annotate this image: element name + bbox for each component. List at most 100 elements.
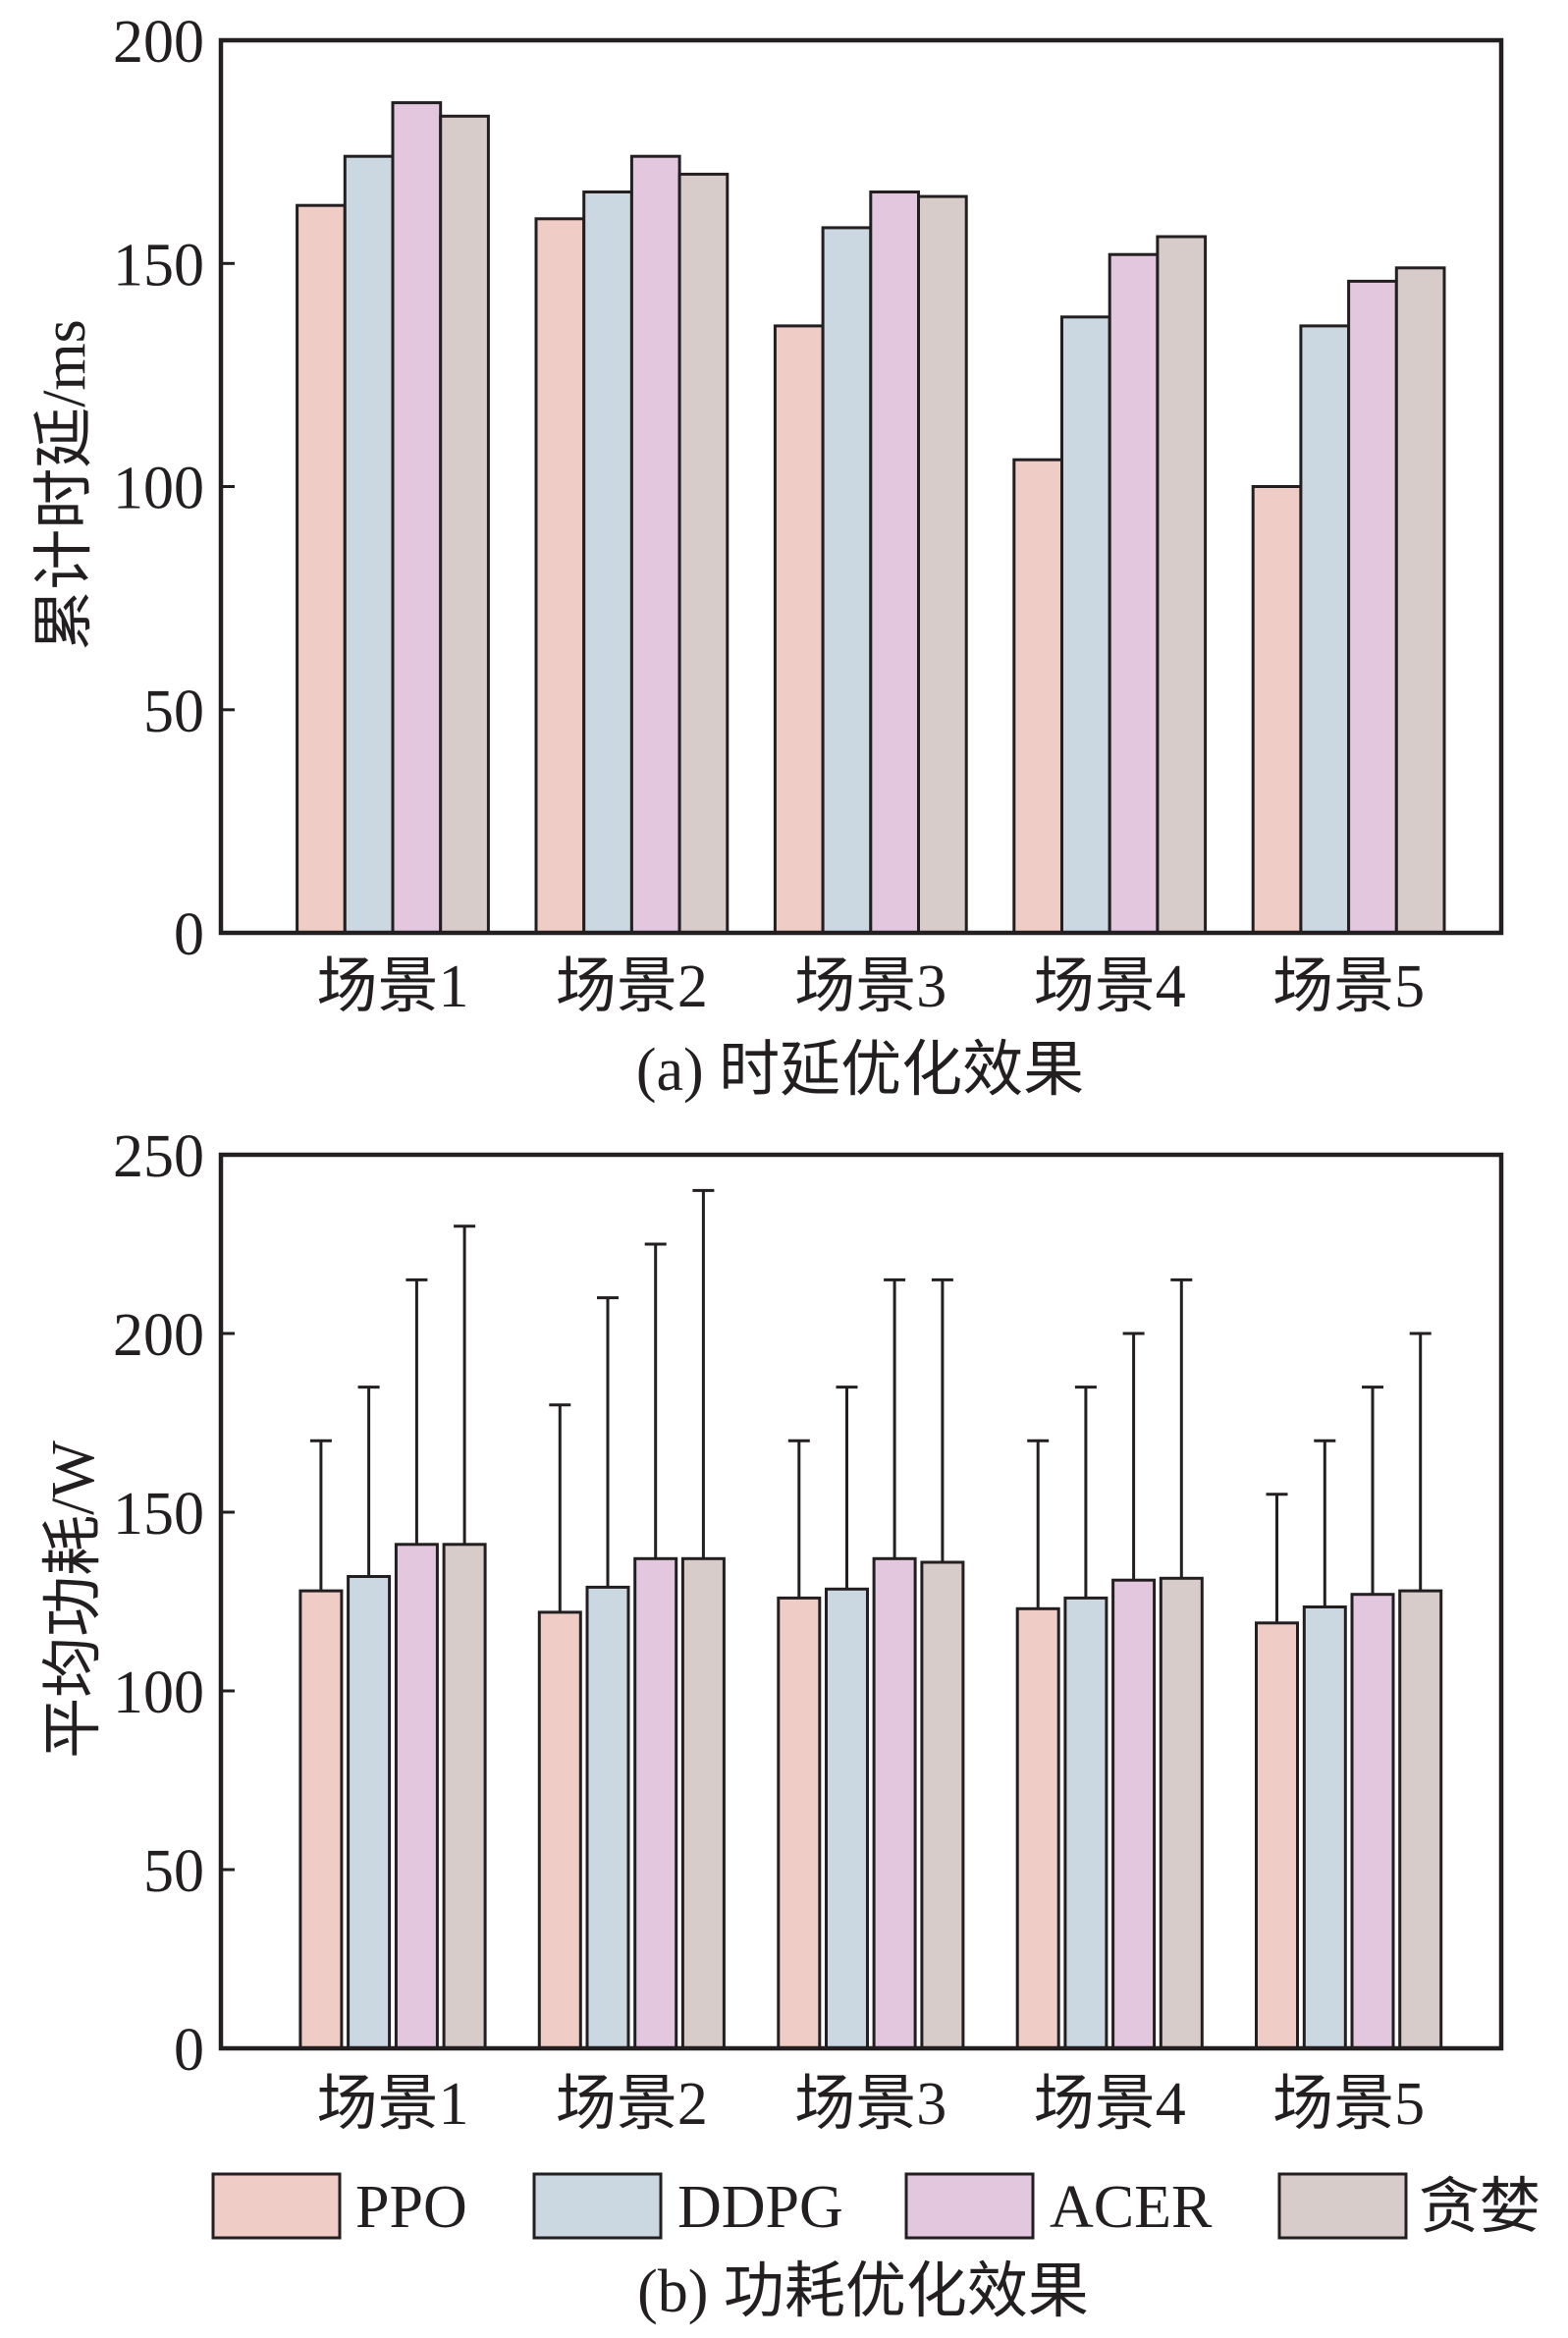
panel-a-bar-acer-scene-5 bbox=[1347, 279, 1398, 935]
panel-a-bar-acer-scene-4 bbox=[1108, 252, 1160, 935]
panel-b-error-bar-ddpg-scene-5 bbox=[1314, 1439, 1336, 1607]
legend-label-greedy: 贪婪 bbox=[1419, 2174, 1541, 2241]
panel-b-error-bar-ppo-scene-2 bbox=[549, 1403, 571, 1612]
panel-b-x-axis: 场景1 场景2 场景3 场景4 场景5 bbox=[316, 2071, 1425, 2138]
panel-b-axes-frame bbox=[218, 1152, 1504, 2051]
panel-b-bar-acer-scene-1 bbox=[394, 1543, 439, 2050]
panel-b-bar-greedy-scene-3 bbox=[920, 1560, 965, 2050]
panel-a-bar-ddpg-scene-5 bbox=[1299, 324, 1351, 935]
legend-swatch-ppo bbox=[211, 2172, 342, 2240]
panel-b-error-bar-acer-scene-5 bbox=[1362, 1386, 1383, 1595]
panel-b-bar-ppo-scene-5 bbox=[1255, 1621, 1299, 2050]
panel-b-bar-ddpg-scene-1 bbox=[347, 1575, 392, 2050]
panel-a-bar-greedy-scene-3 bbox=[917, 194, 968, 935]
panel-b-error-bar-greedy-scene-1 bbox=[454, 1224, 476, 1545]
panel-b-x-tick-label-scene-1: 场景1 bbox=[316, 2071, 468, 2138]
panel-a-y-tick-label: 200 bbox=[113, 9, 204, 76]
panel-b-y-tick-label: 50 bbox=[143, 1838, 204, 1905]
panel-b-bar-ppo-scene-3 bbox=[777, 1596, 822, 2050]
panel-a-x-axis: 场景1 场景2 场景3 场景4 场景5 bbox=[316, 953, 1425, 1020]
panel-b-error-bar-acer-scene-4 bbox=[1122, 1332, 1145, 1581]
panel-a-bar-acer-scene-1 bbox=[391, 101, 443, 935]
legend-label-ppo: PPO bbox=[355, 2174, 467, 2241]
panel-a-bar-acer-scene-3 bbox=[869, 190, 920, 935]
panel-a-x-tick-label-scene-5: 场景5 bbox=[1272, 953, 1425, 1020]
panel-a-bar-ddpg-scene-1 bbox=[343, 154, 395, 935]
legend-item-ddpg: DDPG bbox=[532, 2172, 843, 2241]
panel-a-x-tick-label-scene-1: 场景1 bbox=[316, 953, 468, 1020]
panel-a-bar-ddpg-scene-2 bbox=[582, 190, 633, 935]
panel-b-error-bar-ddpg-scene-3 bbox=[836, 1386, 858, 1590]
panel-a-y-tick-label: 50 bbox=[143, 679, 204, 745]
panel-b-error-bar-acer-scene-1 bbox=[406, 1278, 428, 1545]
panel-a-bar-ppo-scene-2 bbox=[534, 217, 586, 935]
panel-a-x-tick-label-scene-2: 场景2 bbox=[556, 953, 708, 1020]
panel-b-y-tick-label: 0 bbox=[174, 2017, 204, 2084]
panel-b-error-bar-acer-scene-3 bbox=[884, 1278, 906, 1559]
panel-b-error-bar-ppo-scene-3 bbox=[787, 1439, 810, 1599]
panel-a-y-axis-label: 累计时延/ms bbox=[31, 319, 98, 651]
panel-b-plot-area: 0 50 100 150 200 250 场景1 场景2 场景3 场景4 场景5 bbox=[113, 1123, 1504, 2138]
panel-b-bar-greedy-scene-4 bbox=[1159, 1576, 1204, 2050]
legend-item-acer: ACER bbox=[904, 2172, 1213, 2241]
panel-b-y-axis-label: 平均功耗/W bbox=[40, 1441, 107, 1759]
panel-b-error-bar-ddpg-scene-4 bbox=[1074, 1386, 1097, 1599]
panel-a-bar-ppo-scene-4 bbox=[1012, 458, 1064, 935]
panel-b-bar-acer-scene-2 bbox=[633, 1556, 678, 2050]
panel-b-bars bbox=[298, 1543, 1443, 2050]
legend-item-ppo: PPO bbox=[211, 2172, 467, 2241]
panel-b-x-tick-label-scene-4: 场景4 bbox=[1034, 2071, 1186, 2138]
panel-b-x-tick-label-scene-5: 场景5 bbox=[1272, 2071, 1425, 2138]
panel-b-bar-ppo-scene-2 bbox=[537, 1610, 582, 2050]
panel-b-bar-acer-scene-5 bbox=[1350, 1593, 1395, 2050]
legend-item-greedy: 贪婪 bbox=[1277, 2172, 1541, 2241]
panel-a-caption: (a) 时延优化效果 bbox=[636, 1037, 1084, 1104]
panel-a-bar-greedy-scene-4 bbox=[1156, 235, 1208, 935]
panel-a-y-axis: 0 50 100 150 200 bbox=[113, 9, 235, 968]
panel-a-plot-area: 0 50 100 150 200 场景1 场景2 场景3 场景4 场景5 bbox=[113, 9, 1504, 1020]
panel-a-bars bbox=[296, 101, 1446, 935]
legend-label-acer: ACER bbox=[1050, 2174, 1213, 2241]
panel-b-bar-greedy-scene-1 bbox=[442, 1543, 487, 2050]
panel-b-caption: (b) 功耗优化效果 bbox=[637, 2258, 1089, 2325]
panel-a-bar-acer-scene-2 bbox=[629, 154, 681, 935]
panel-b-error-bar-ddpg-scene-2 bbox=[597, 1296, 619, 1588]
panel-b-y-tick-label: 200 bbox=[113, 1302, 204, 1369]
panel-b-bar-acer-scene-4 bbox=[1111, 1578, 1157, 2050]
panel-b-bar-acer-scene-3 bbox=[872, 1556, 917, 2050]
panel-b-error-bar-ddpg-scene-1 bbox=[357, 1386, 380, 1577]
panel-b-bar-ppo-scene-1 bbox=[298, 1589, 344, 2050]
panel-b-y-axis: 0 50 100 150 200 250 bbox=[113, 1123, 235, 2084]
legend-swatch-acer bbox=[904, 2172, 1035, 2240]
panel-a-x-tick-label-scene-3: 场景3 bbox=[794, 953, 946, 1020]
panel-a-bar-greedy-scene-1 bbox=[439, 114, 490, 935]
panel-b-error-bar-ppo-scene-5 bbox=[1266, 1493, 1288, 1623]
panel-b-bar-greedy-scene-5 bbox=[1398, 1589, 1443, 2050]
panel-b-error-bar-greedy-scene-5 bbox=[1409, 1332, 1432, 1592]
panel-a-bar-ppo-scene-3 bbox=[773, 324, 825, 935]
panel-b-power-chart: 0 50 100 150 200 250 场景1 场景2 场景3 场景4 场景5 平均功耗/W PP… bbox=[40, 1123, 1541, 2325]
panel-b-error-bar-greedy-scene-4 bbox=[1170, 1278, 1193, 1579]
panel-b-bar-ddpg-scene-3 bbox=[825, 1587, 869, 2050]
panel-b-y-tick-label: 250 bbox=[113, 1123, 204, 1190]
panel-b-y-tick-label: 150 bbox=[113, 1481, 204, 1548]
panel-b-bar-ddpg-scene-5 bbox=[1302, 1605, 1347, 2050]
panel-b-error-bars bbox=[309, 1188, 1432, 1623]
legend-swatch-ddpg bbox=[532, 2172, 663, 2240]
legend-swatch-greedy bbox=[1277, 2172, 1408, 2240]
panel-a-bar-ppo-scene-5 bbox=[1251, 485, 1303, 935]
panel-b-error-bar-greedy-scene-2 bbox=[692, 1188, 715, 1559]
panel-a-bar-greedy-scene-2 bbox=[677, 172, 730, 935]
panel-b-bar-ddpg-scene-2 bbox=[585, 1585, 630, 2050]
panel-b-bar-ppo-scene-4 bbox=[1015, 1606, 1060, 2050]
panel-a-y-tick-label: 150 bbox=[113, 232, 204, 299]
panel-b-bar-ddpg-scene-4 bbox=[1063, 1596, 1108, 2050]
panel-b-error-bar-acer-scene-2 bbox=[644, 1242, 667, 1559]
panel-a-y-tick-label: 100 bbox=[113, 456, 204, 522]
panel-b-y-tick-label: 100 bbox=[113, 1659, 204, 1726]
panel-b-x-tick-label-scene-3: 场景3 bbox=[794, 2071, 946, 2138]
panel-b-error-bar-ppo-scene-1 bbox=[309, 1439, 332, 1592]
panel-a-bar-greedy-scene-5 bbox=[1394, 266, 1446, 935]
legend: PPO DDPG ACER 贪婪 bbox=[211, 2172, 1541, 2241]
